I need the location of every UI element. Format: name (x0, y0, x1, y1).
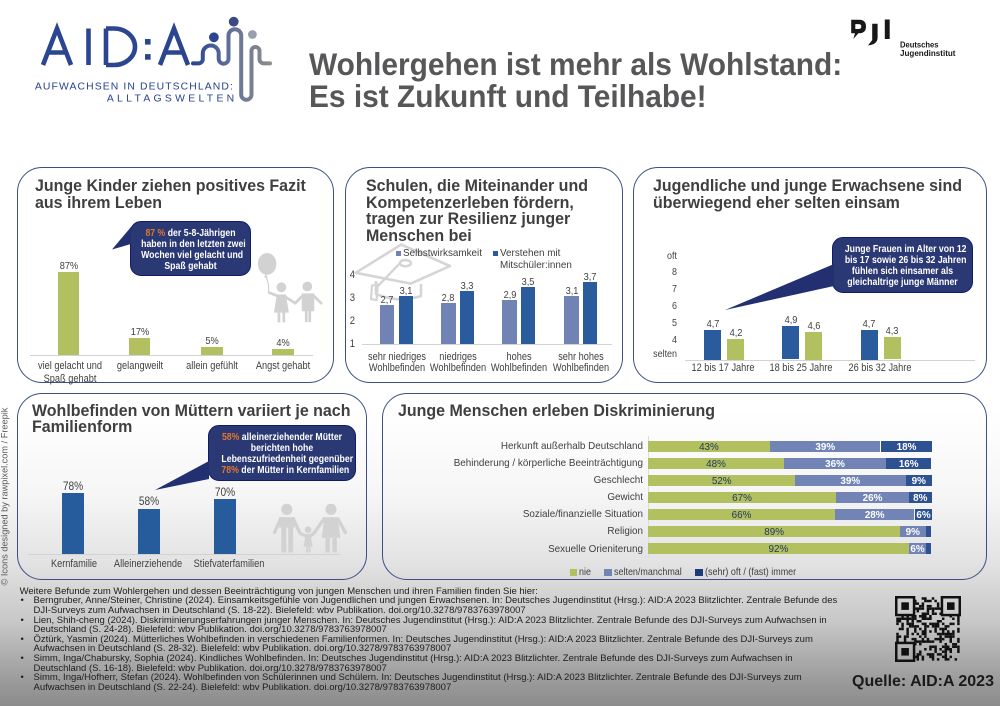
svg-text:Jugendinstitut: Jugendinstitut (900, 49, 956, 58)
svg-text:Deutsches: Deutsches (900, 40, 939, 49)
svg-text:ALLTAGSWELTEN: ALLTAGSWELTEN (107, 94, 238, 105)
svg-text:AUFWACHSEN IN DEUTSCHLAND:: AUFWACHSEN IN DEUTSCHLAND: (35, 82, 234, 93)
